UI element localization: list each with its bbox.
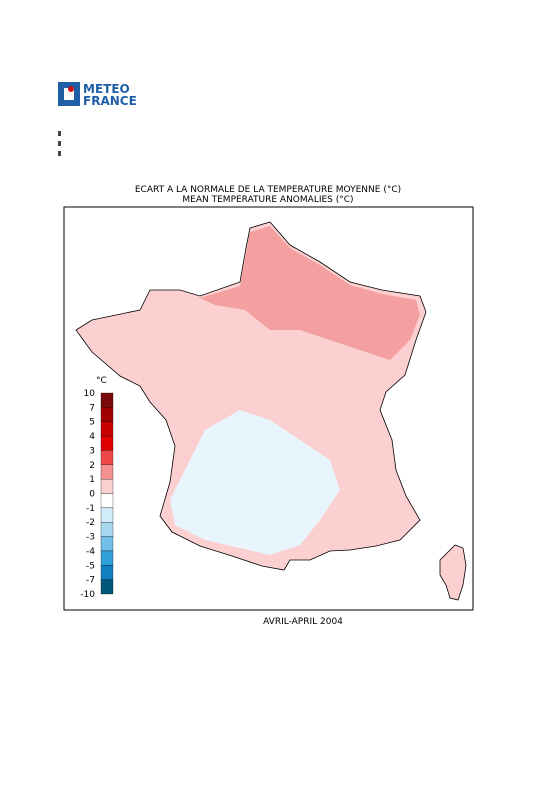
legend-label: 2 [89, 461, 95, 471]
legend-label: 7 [89, 403, 95, 413]
title: ECART A LA NORMALE DE LA TEMPERATURE MOY… [135, 185, 401, 195]
small-mark [58, 151, 61, 156]
marks [58, 131, 61, 156]
legend-label: 5 [89, 418, 95, 428]
logo: METEO FRANCE [58, 82, 137, 108]
legend-unit: °C [96, 376, 107, 386]
legend-label: -10 [80, 590, 95, 600]
date: AVRIL-APRIL 2004 [263, 617, 343, 627]
legend-label: 0 [89, 490, 95, 500]
legend-label: 3 [89, 446, 95, 456]
map [75, 221, 467, 601]
subtitle: MEAN TEMPERATURE ANOMALIES (°C) [182, 195, 353, 205]
legend-swatch [100, 550, 114, 566]
logo-text: FRANCE [83, 94, 137, 108]
logo-dot [68, 86, 74, 92]
legend-swatch [100, 493, 114, 509]
legend-swatch [100, 536, 114, 552]
legend-swatch [100, 392, 114, 408]
cool-area [170, 410, 340, 555]
legend-swatch [100, 565, 114, 580]
legend-label: -5 [86, 561, 95, 571]
legend-swatch [100, 507, 114, 523]
legend-label: -2 [86, 518, 95, 528]
logo-icon-inner [64, 88, 74, 100]
legend-label: 10 [84, 389, 96, 399]
legend-swatch [100, 579, 114, 595]
legend-label: -3 [86, 533, 95, 543]
legend-swatch [100, 407, 114, 422]
small-mark [58, 131, 61, 136]
legend-swatch [100, 450, 114, 465]
legend-swatch [100, 478, 114, 494]
logo-text: METEO [83, 82, 130, 96]
legend-label: -4 [86, 547, 95, 557]
legend-label: -7 [86, 576, 95, 586]
corsica [439, 544, 467, 601]
small-mark [58, 141, 61, 146]
legend-label: -1 [86, 504, 95, 514]
legend-swatch [100, 522, 114, 537]
map-frame [63, 206, 474, 611]
legend-swatch [100, 421, 114, 437]
legend-swatch [100, 435, 114, 451]
legend-swatch [100, 464, 114, 480]
legend-label: 4 [89, 432, 95, 442]
warm-area [200, 226, 420, 360]
legend-label: 1 [89, 475, 95, 485]
